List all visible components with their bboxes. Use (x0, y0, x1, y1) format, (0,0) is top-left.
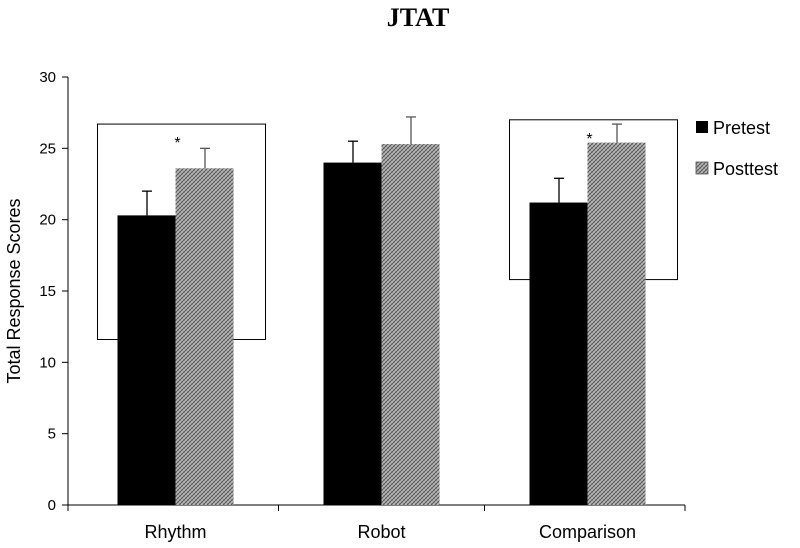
y-tick-label: 0 (48, 497, 56, 514)
y-tick-label: 20 (39, 212, 56, 229)
legend-swatch-posttest (695, 161, 709, 175)
bar-posttest-comparison (587, 142, 646, 506)
bar-pretest-comparison (529, 202, 588, 505)
y-tick-label: 10 (39, 354, 56, 371)
bars (117, 142, 646, 506)
bar-pretest-robot (323, 162, 382, 505)
bar-posttest-rhythm (175, 168, 234, 505)
y-tick-label: 15 (39, 283, 56, 300)
bar-posttest-robot (381, 144, 440, 505)
legend-label-posttest: Posttest (713, 159, 778, 179)
legend-label-pretest: Pretest (713, 118, 770, 138)
y-tick-label: 5 (48, 426, 56, 443)
x-tick-label-rhythm: Rhythm (144, 522, 206, 542)
significance-star-comparison: * (586, 131, 592, 148)
y-tick-label: 25 (39, 140, 56, 157)
legend-swatch-pretest (696, 121, 708, 133)
chart-title: JTAT (387, 3, 450, 32)
significance-star-rhythm: * (174, 135, 180, 152)
legend: Pretest Posttest (695, 118, 778, 179)
error-bars (142, 116, 622, 216)
y-axis-label: Total Response Scores (4, 198, 24, 383)
bar-pretest-rhythm (117, 215, 176, 506)
labels: Rhythm Robot Comparison * * (144, 131, 636, 542)
x-tick-label-comparison: Comparison (539, 522, 636, 542)
y-tick-label: 30 (39, 69, 56, 86)
x-tick-label-robot: Robot (357, 522, 405, 542)
